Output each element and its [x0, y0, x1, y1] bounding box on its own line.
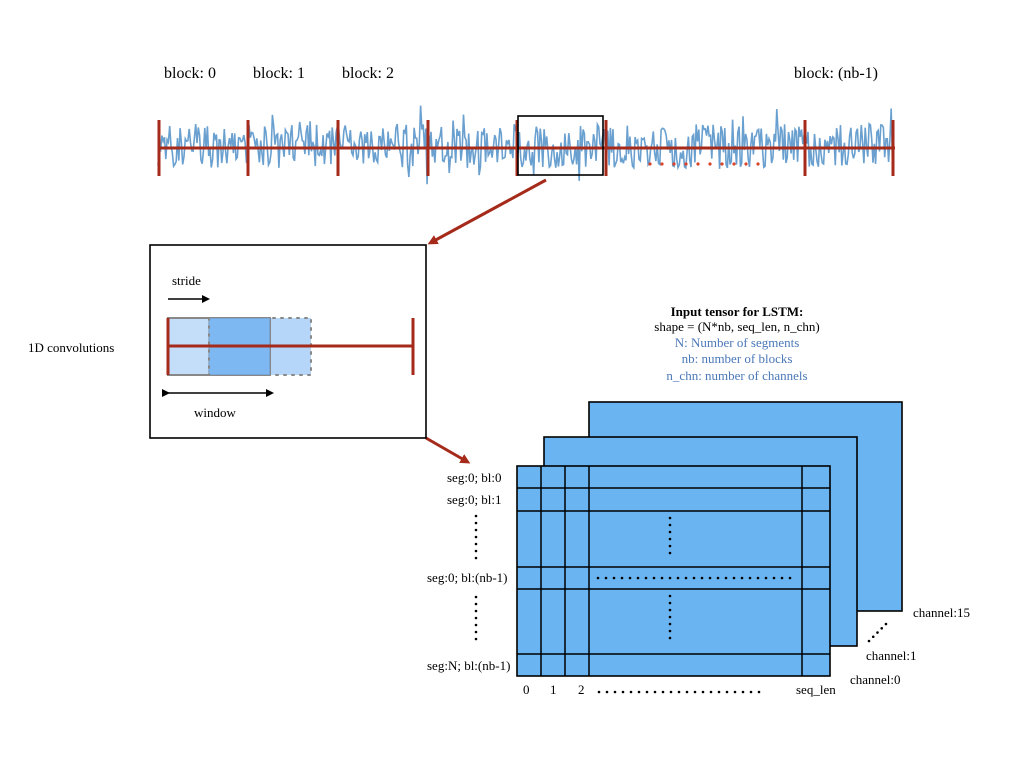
signal-strip: block: 0 block: 1 block: 2 block: (nb-1)	[157, 65, 895, 185]
axis-ellipsis-dot	[708, 162, 712, 166]
channel-dots	[867, 622, 888, 643]
axis-ellipsis-dot	[672, 162, 676, 166]
axis-ellipsis-dot	[732, 162, 736, 166]
channel-label: channel:0	[850, 672, 901, 687]
row-label: seg:0; bl:1	[447, 492, 502, 507]
axis-ellipsis-dot	[720, 162, 724, 166]
row-label: seg:N; bl:(nb-1)	[427, 658, 510, 673]
axis-ellipsis-dot	[756, 162, 760, 166]
channel-label: channel:1	[866, 648, 917, 663]
arrow-conv-to-tensor	[425, 436, 471, 464]
block-label-last: block: (nb-1)	[794, 65, 878, 82]
axis-ellipsis-dot	[660, 162, 664, 166]
legend-blocks: nb: number of blocks	[682, 351, 793, 366]
block-tick-marks	[157, 120, 895, 176]
tensor-shape: shape = (N*nb, seq_len, n_chn)	[654, 319, 819, 334]
tensor-info: Input tensor for LSTM: shape = (N*nb, se…	[654, 304, 819, 383]
stride-label: stride	[172, 273, 201, 288]
legend-segments: N: Number of segments	[675, 335, 800, 350]
block-label-1: block: 1	[253, 65, 305, 82]
continuation-dots	[648, 162, 760, 166]
noisy-signal-trace	[157, 105, 895, 185]
conv-side-label: 1D convolutions	[28, 340, 114, 355]
zoom-arrow-to-conv	[427, 178, 547, 245]
window-label: window	[194, 405, 237, 420]
block-label-2: block: 2	[342, 65, 394, 82]
selected-block-box	[517, 115, 604, 176]
col-label: 2	[578, 682, 585, 697]
conv-zoom-box: stride window	[149, 244, 427, 439]
row-label: seg:0; bl:(nb-1)	[427, 570, 508, 585]
axis-ellipsis-dot	[684, 162, 688, 166]
col-label: seq_len	[796, 682, 836, 697]
tensor-stack: seg:0; bl:0 seg:0; bl:1 seg:0; bl:(nb-1)…	[427, 401, 970, 697]
row-label: seg:0; bl:0	[447, 470, 502, 485]
axis-ellipsis-dot	[696, 162, 700, 166]
channel-0-face	[516, 465, 831, 677]
axis-ellipsis-dot	[648, 162, 652, 166]
axis-ellipsis-dot	[744, 162, 748, 166]
legend-channels: n_chn: number of channels	[666, 368, 807, 383]
channel-0-grid	[516, 465, 831, 677]
block-label-0: block: 0	[164, 65, 216, 82]
channel-label: channel:15	[913, 605, 970, 620]
tensor-title: Input tensor for LSTM:	[671, 304, 804, 319]
col-label: 0	[523, 682, 530, 697]
col-label: 1	[550, 682, 557, 697]
